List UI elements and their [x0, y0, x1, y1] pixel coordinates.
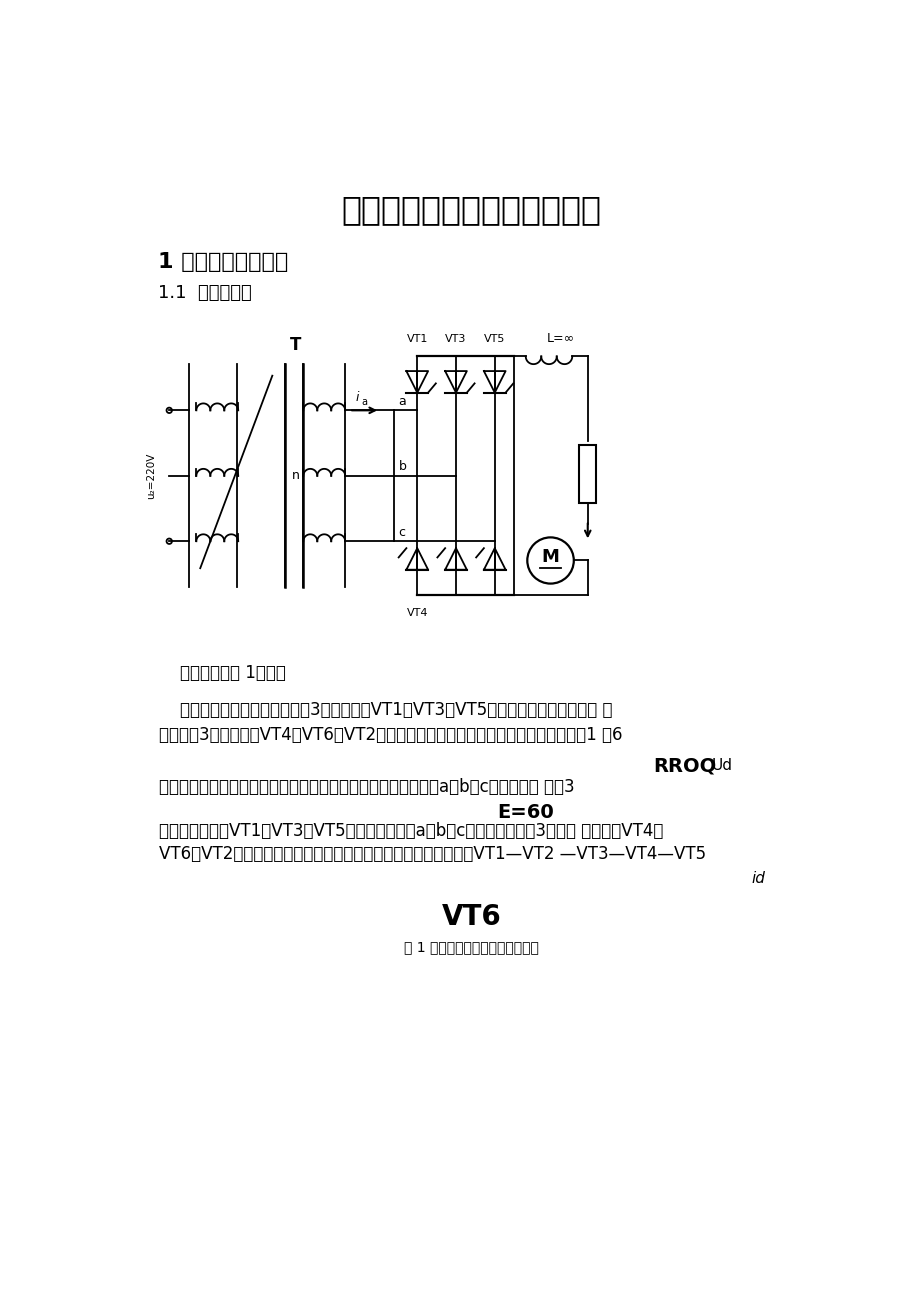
Text: 个晶闸管分别为VT1、VT3、VT5，共阳极组中与a、b、c三相电源相接的3个晶闸 管分别为VT4、: 个晶闸管分别为VT1、VT3、VT5，共阳极组中与a、b、c三相电源相接的3个晶…: [159, 823, 663, 840]
Text: 图 1 三相桥式全控整理电路原理图: 图 1 三相桥式全控整理电路原理图: [403, 940, 539, 954]
Text: u₂=220V: u₂=220V: [146, 453, 156, 499]
Text: 的顺序导通，为此将晶闸管按图示的顺序编号，即共阴极组中与a、b、c三相电源相 接的3: 的顺序导通，为此将晶闸管按图示的顺序编号，即共阴极组中与a、b、c三相电源相 接…: [159, 779, 574, 797]
Text: VT3: VT3: [445, 333, 466, 344]
Text: RROQ: RROQ: [652, 756, 716, 776]
Text: T: T: [289, 336, 301, 354]
Text: VT6: VT6: [441, 904, 501, 931]
Bar: [579, 445, 596, 503]
Text: VT4: VT4: [406, 608, 427, 618]
Text: c: c: [398, 526, 405, 539]
Text: VT1: VT1: [406, 333, 427, 344]
Text: E=60: E=60: [497, 803, 553, 822]
Text: M: M: [541, 548, 559, 566]
Text: 习惯将其中阴极连接在一起的3个晶闸管（VT1、VT3、VT5）称为共阴极组；阳极连 接: 习惯将其中阴极连接在一起的3个晶闸管（VT1、VT3、VT5）称为共阴极组；阳极…: [159, 702, 612, 720]
Text: b: b: [398, 461, 406, 474]
Text: VT5: VT5: [483, 333, 505, 344]
Text: a: a: [398, 395, 406, 408]
Text: L=∞: L=∞: [546, 332, 574, 345]
Text: 其原理图如图 1所示。: 其原理图如图 1所示。: [159, 664, 286, 682]
Text: 在一起的3个晶闸管（VT4、VT6、VT2）称为共阳极组。此外，习惯上希望晶闸管按从1 至6: 在一起的3个晶闸管（VT4、VT6、VT2）称为共阳极组。此外，习惯上希望晶闸管…: [159, 727, 622, 743]
Text: 三相桥式全控整流电路的设计: 三相桥式全控整流电路的设计: [341, 194, 601, 227]
Text: n: n: [292, 469, 300, 482]
Text: Ud: Ud: [711, 758, 732, 773]
Text: a: a: [361, 397, 367, 408]
Text: VT6、VT2。从后面的分析可知，按此编号，晶闸管的导通顺序为VT1—VT2 —VT3—VT4—VT5: VT6、VT2。从后面的分析可知，按此编号，晶闸管的导通顺序为VT1—VT2 —…: [159, 845, 706, 863]
Text: 1 主电路设计及原理: 1 主电路设计及原理: [157, 253, 288, 272]
Text: id: id: [751, 871, 765, 885]
Text: 1.1  主电路设计: 1.1 主电路设计: [157, 284, 251, 302]
Text: i: i: [355, 391, 358, 404]
